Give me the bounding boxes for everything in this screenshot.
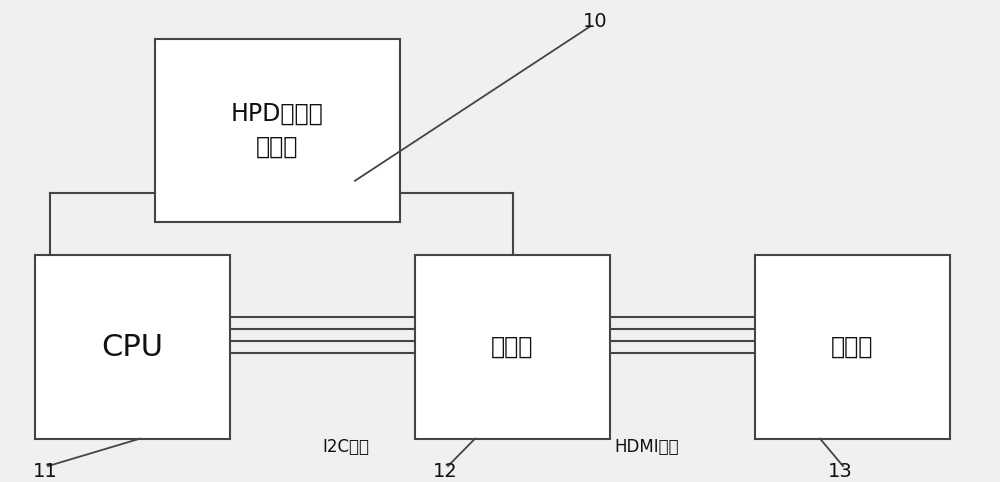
Text: 13: 13 [828,462,852,481]
Text: 显示器: 显示器 [831,335,874,359]
Text: HPD检测保
护电路: HPD检测保 护电路 [231,101,324,159]
Text: 12: 12 [433,462,457,481]
Text: CPU: CPU [102,333,164,362]
Text: 链接器: 链接器 [491,335,534,359]
Text: 10: 10 [583,12,607,31]
Text: HDMI线缆: HDMI线缆 [614,438,679,456]
Bar [755,255,950,439]
Text: I2C信号: I2C信号 [322,438,369,456]
Text: 11: 11 [33,462,57,481]
Bar [415,255,610,439]
Bar [35,255,230,439]
Bar [155,39,400,222]
